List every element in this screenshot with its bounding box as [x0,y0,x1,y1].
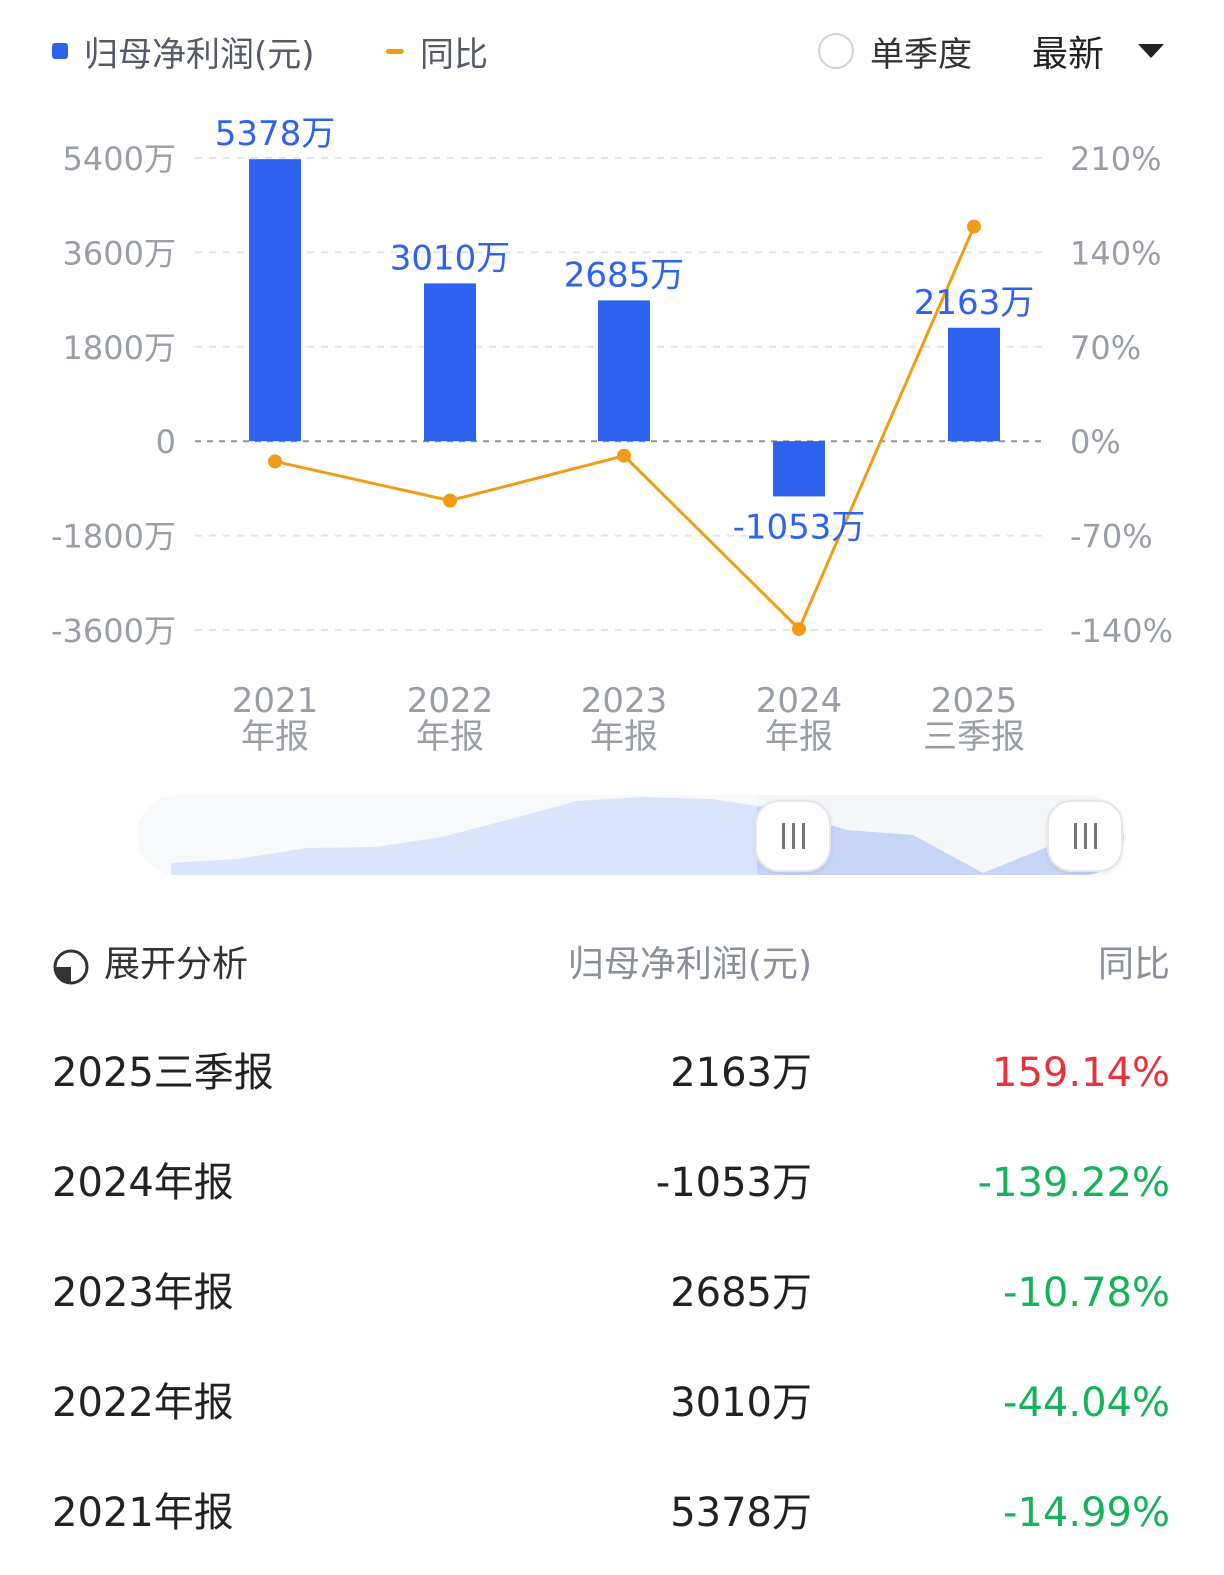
x-category-label: 2023 [581,681,668,721]
bar-data-label: 2685万 [564,255,685,295]
row-period: 2023年报 [52,1270,234,1316]
x-category-label: 三季报 [923,717,1025,757]
period-dropdown[interactable]: 最新 [1032,26,1165,76]
yoy-point [443,493,457,508]
row-yoy: -10.78% [1003,1270,1170,1316]
x-category-label: 2024 [756,681,843,721]
y-right-tick-label: 210% [1070,140,1161,178]
bar-data-label: -1053万 [733,507,866,547]
legend-bar-swatch [52,43,68,59]
bar-data-label: 2163万 [914,283,1035,323]
y-right-tick-label: 0% [1070,423,1121,461]
bar [249,159,301,442]
y-left-tick-label: 5400万 [63,140,176,178]
single-quarter-toggle[interactable]: 单季度 [818,26,972,76]
row-yoy: -44.04% [1003,1380,1170,1426]
y-left-tick-label: 1800万 [63,329,176,367]
table-row[interactable]: 2022年报 3010万 -44.04% [0,1347,1224,1457]
x-category-label: 2021 [232,681,319,721]
row-net-profit: 2163万 [670,1050,812,1096]
slider-preview-area [137,795,1124,875]
row-net-profit: 2685万 [670,1270,812,1316]
expand-analysis-link[interactable]: 展开分析 [104,944,249,985]
x-category-label: 年报 [590,717,658,757]
y-left-tick-label: 3600万 [63,234,176,272]
x-category-label: 年报 [765,717,833,757]
row-period: 2024年报 [52,1160,234,1206]
row-net-profit: 5378万 [670,1490,812,1536]
x-category-label: 年报 [241,717,309,757]
radio-circle-icon[interactable] [818,33,854,69]
table-row[interactable]: 2024年报 -1053万 -139.22% [0,1127,1224,1237]
pie-chart-icon[interactable] [52,948,90,986]
table-row[interactable]: 2025三季报 2163万 159.14% [0,1017,1224,1127]
net-profit-chart: 5400万 210% 3600万 140% 1800万 70% 0 0% -1800万 -70% -… [51,114,1173,757]
bar [948,327,1000,442]
legend-item-net-profit[interactable]: 归母净利润(元) [52,26,315,76]
yoy-point [967,219,981,234]
column-header-net-profit: 归母净利润(元) [567,944,812,985]
x-category-label: 2025 [931,681,1018,721]
row-period: 2022年报 [52,1380,234,1426]
legend-label-net-profit: 归母净利润(元) [84,34,315,75]
bar-data-label: 3010万 [390,238,511,278]
row-net-profit: -1053万 [655,1160,812,1206]
yoy-point [617,448,631,463]
row-yoy: -14.99% [1003,1490,1170,1536]
y-left-tick-label: -3600万 [51,612,176,650]
slider-left-handle[interactable] [755,800,831,872]
legend-item-yoy[interactable]: 同比 [386,26,488,76]
row-net-profit: 3010万 [670,1380,812,1426]
slider-right-handle[interactable] [1047,800,1123,872]
bar [424,283,476,442]
y-left-tick-label: 0 [156,423,176,461]
yoy-point [268,454,282,469]
table-header: 展开分析 归母净利润(元) 同比 [0,930,1224,1000]
y-right-tick-label: -70% [1070,518,1153,556]
range-slider[interactable] [137,795,1124,875]
row-period: 2025三季报 [52,1050,274,1096]
single-quarter-label: 单季度 [870,34,972,75]
period-dropdown-value: 最新 [1032,34,1105,75]
y-right-tick-label: 140% [1070,234,1161,272]
bar [598,300,650,442]
caret-down-icon [1138,44,1165,58]
table-row[interactable]: 2023年报 2685万 -10.78% [0,1237,1224,1347]
row-yoy: 159.14% [992,1050,1170,1096]
grip-icon [1073,823,1097,849]
yoy-point [792,621,806,636]
bar-data-label: 5378万 [215,114,336,154]
y-right-tick-label: -140% [1070,612,1173,650]
column-header-yoy: 同比 [1097,944,1170,985]
grip-icon [781,823,805,849]
row-yoy: -139.22% [977,1160,1170,1206]
x-category-label: 2022 [407,681,494,721]
chart-legend-bar: 归母净利润(元) 同比 单季度 最新 [0,0,1224,110]
legend-label-yoy: 同比 [420,34,488,75]
row-period: 2021年报 [52,1490,234,1536]
table-row[interactable]: 2021年报 5378万 -14.99% [0,1457,1224,1567]
y-left-tick-label: -1800万 [51,518,176,556]
legend-line-swatch [386,48,404,54]
x-category-label: 年报 [416,717,484,757]
bar [773,441,825,497]
y-right-tick-label: 70% [1070,329,1141,367]
